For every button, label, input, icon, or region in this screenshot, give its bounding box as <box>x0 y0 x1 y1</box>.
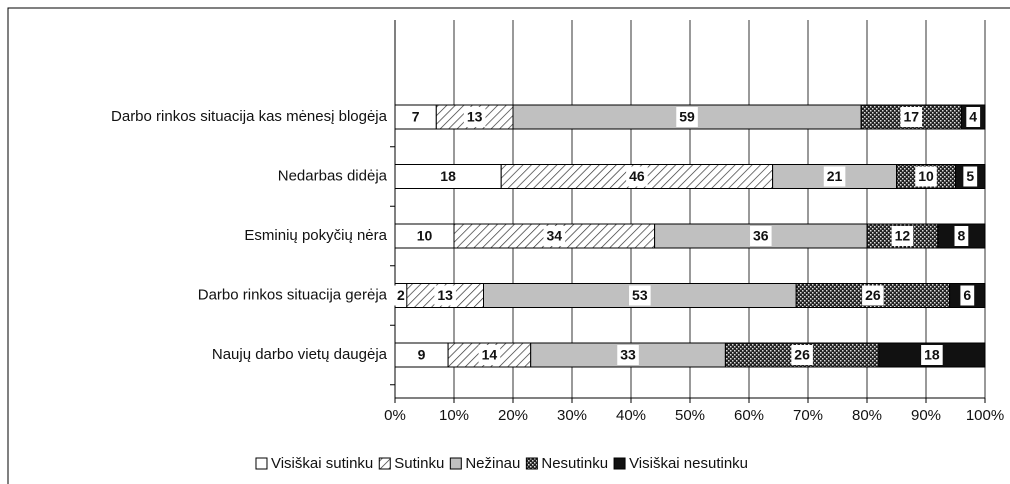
value-label: 12 <box>895 228 911 244</box>
value-label: 26 <box>865 287 881 303</box>
legend-swatch <box>449 457 462 470</box>
value-label-bg <box>750 226 772 246</box>
x-tick-label: 90% <box>911 407 941 424</box>
value-label-bg <box>960 285 975 306</box>
value-label-bg <box>626 166 648 187</box>
category-label: Naujų darbo vietų daugėja <box>212 346 388 363</box>
value-label: 21 <box>827 168 843 184</box>
x-tick-label: 60% <box>734 407 764 424</box>
x-tick-label: 40% <box>616 407 646 424</box>
value-label: 17 <box>903 109 919 125</box>
value-label-bg <box>414 345 429 365</box>
value-label: 4 <box>969 109 977 125</box>
value-label-bg <box>862 285 884 306</box>
value-label: 33 <box>620 347 636 363</box>
value-label-bg <box>963 166 978 187</box>
value-label-bg <box>791 345 813 365</box>
value-label: 9 <box>418 347 426 363</box>
value-label: 10 <box>918 168 934 184</box>
value-label-bg <box>891 226 914 246</box>
legend-label: Visiškai nesutinku <box>629 455 748 472</box>
legend-swatch <box>525 457 538 470</box>
value-label-bg <box>966 107 981 127</box>
category-label: Darbo rinkos situacija gerėja <box>198 286 388 303</box>
value-label: 59 <box>679 109 695 125</box>
value-label: 8 <box>958 228 966 244</box>
x-tick-label: 100% <box>966 407 1004 424</box>
value-label: 2 <box>397 287 405 303</box>
value-label: 36 <box>753 228 769 244</box>
value-label-bg <box>413 226 436 246</box>
value-label-bg <box>921 345 943 365</box>
value-label-bg <box>434 285 456 306</box>
value-label: 5 <box>966 168 974 184</box>
x-tick-label: 30% <box>557 407 587 424</box>
category-label: Darbo rinkos situacija kas mėnesį blogėj… <box>111 108 388 125</box>
value-label-bg <box>617 345 639 365</box>
category-label: Esminių pokyčių nėra <box>244 227 387 244</box>
value-label-bg <box>823 166 846 187</box>
value-label-bg <box>437 166 459 187</box>
value-label: 18 <box>924 347 940 363</box>
x-tick-label: 0% <box>384 407 406 424</box>
value-label-bg <box>900 107 923 127</box>
value-label-bg <box>478 345 501 365</box>
value-label-bg <box>915 166 937 187</box>
value-label: 46 <box>629 168 645 184</box>
value-label: 13 <box>437 287 453 303</box>
value-label-bg <box>543 226 566 246</box>
category-label: Nedarbas didėja <box>278 167 388 184</box>
value-label: 53 <box>632 287 648 303</box>
x-tick-label: 10% <box>439 407 469 424</box>
x-tick-label: 70% <box>793 407 823 424</box>
frame <box>7 7 1010 484</box>
value-label: 7 <box>412 109 420 125</box>
legend-swatch <box>255 457 268 470</box>
value-label: 13 <box>467 109 483 125</box>
value-label-bg <box>629 285 651 306</box>
value-label: 34 <box>547 228 563 244</box>
legend-label: Visiškai sutinku <box>271 455 373 472</box>
legend-swatch <box>613 457 626 470</box>
value-label: 10 <box>417 228 433 244</box>
value-label-bg <box>954 226 969 246</box>
value-label: 14 <box>482 347 498 363</box>
legend-swatch <box>378 457 391 470</box>
value-label: 18 <box>440 168 456 184</box>
value-label-bg <box>394 285 408 306</box>
legend-label: Nežinau <box>465 455 520 472</box>
legend-label: Sutinku <box>394 455 444 472</box>
x-tick-label: 20% <box>498 407 528 424</box>
x-tick-label: 50% <box>675 407 705 424</box>
x-tick-label: 80% <box>852 407 882 424</box>
value-label: 6 <box>963 287 971 303</box>
value-label-bg <box>676 107 698 127</box>
value-label-bg <box>408 107 423 127</box>
value-label-bg <box>463 107 486 127</box>
value-label: 26 <box>794 347 810 363</box>
legend-label: Nesutinku <box>541 455 608 472</box>
